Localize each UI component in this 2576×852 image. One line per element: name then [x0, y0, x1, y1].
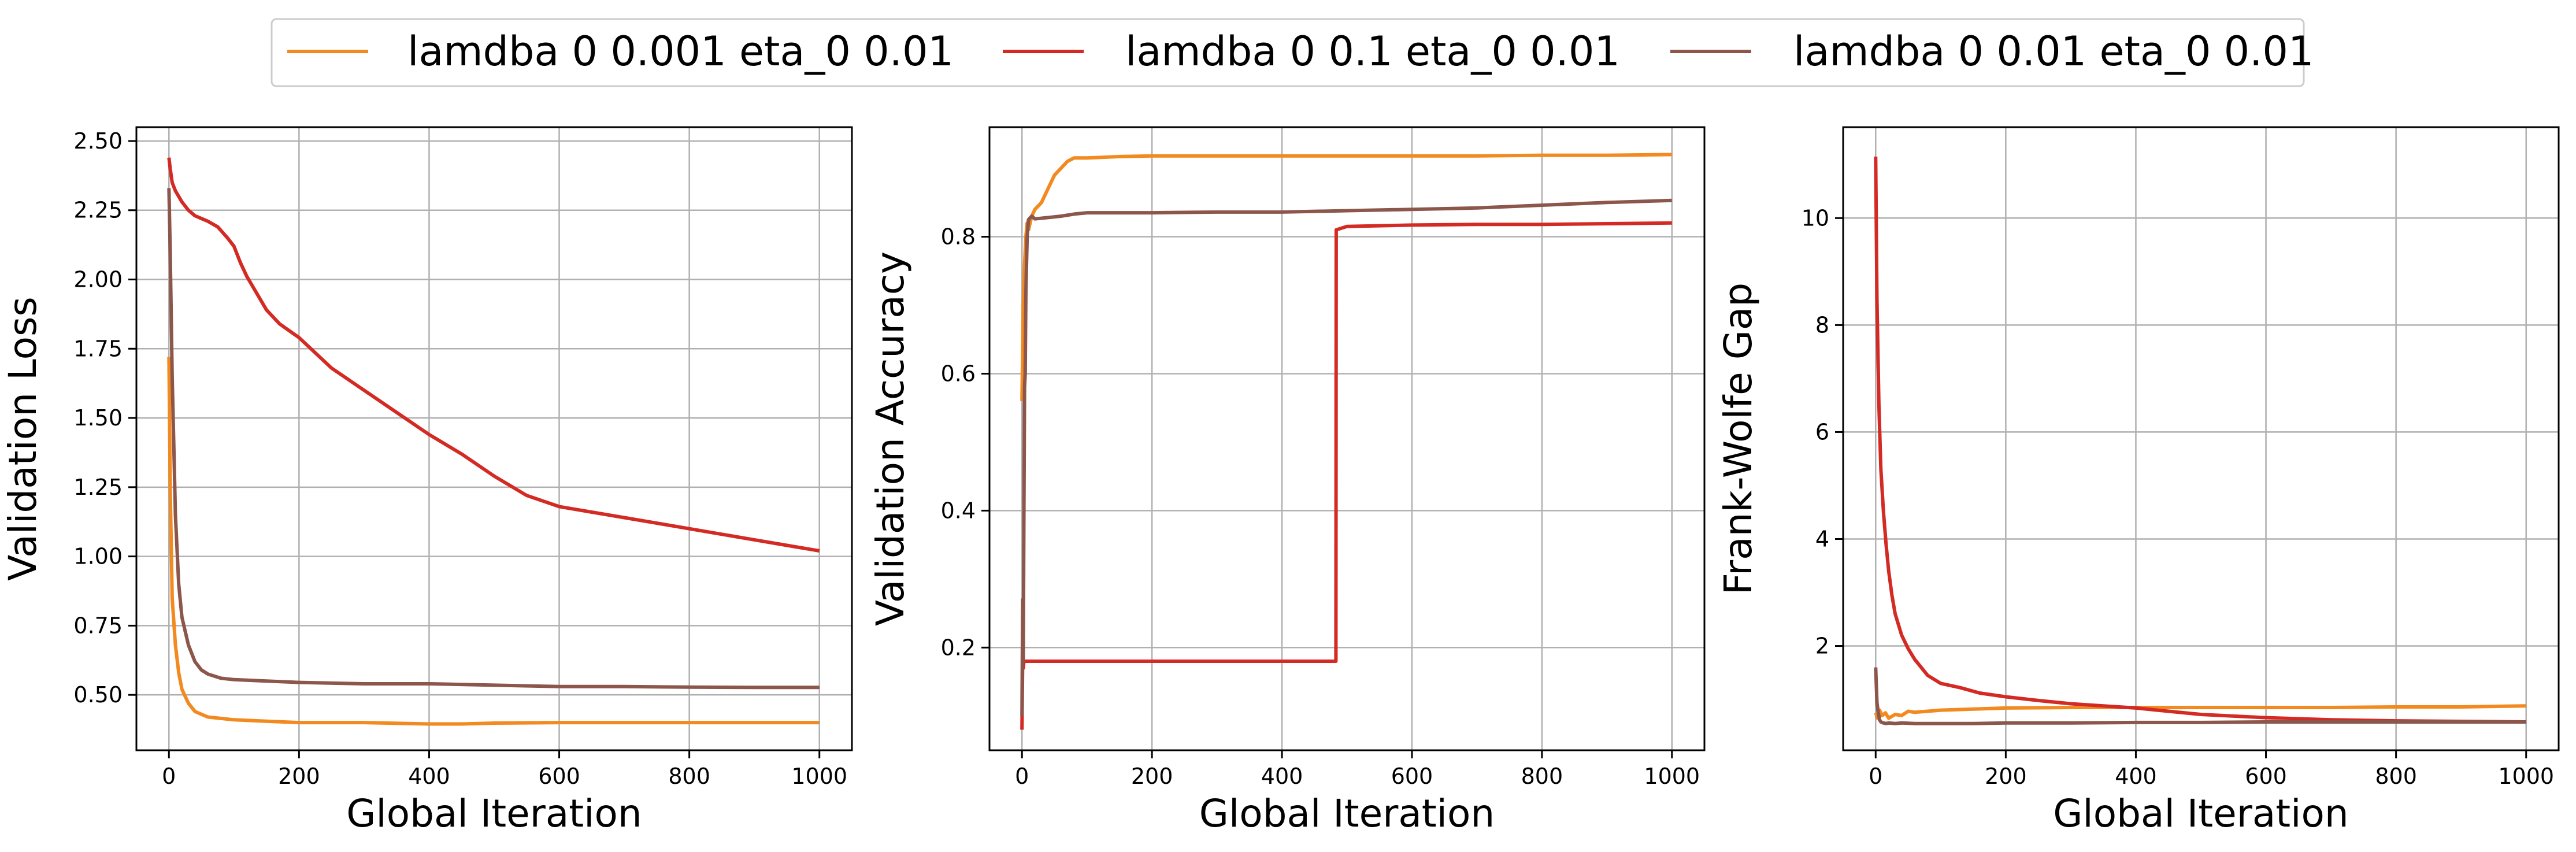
y-tick-label: 2.50	[73, 128, 123, 154]
x-tick-label: 1000	[2498, 764, 2554, 789]
x-tick-label: 600	[1391, 764, 1433, 789]
legend-entry: lamdba 0 0.01 eta_0 0.01	[1670, 28, 2314, 75]
legend-entry: lamdba 0 0.1 eta_0 0.01	[1003, 28, 1620, 75]
y-tick-label: 8	[1815, 312, 1829, 338]
legend-label: lamdba 0 0.01 eta_0 0.01	[1793, 28, 2314, 75]
x-tick-label: 600	[538, 764, 580, 789]
x-tick-label: 400	[1261, 764, 1303, 789]
series-line	[167, 157, 820, 553]
y-tick-label: 1.75	[73, 336, 123, 361]
x-tick-label: 1000	[1644, 764, 1700, 789]
y-axis-label: Validation Accuracy	[868, 251, 913, 626]
y-tick-label: 0.2	[941, 635, 976, 660]
legend-box	[270, 18, 2305, 87]
chart-panel: 0 200 400 600 800 1000 2 4 6 8 10 Global Iteration F…	[1716, 126, 2560, 836]
x-tick-label: 0	[1869, 764, 1882, 789]
x-tick-label: 600	[2245, 764, 2287, 789]
x-axis-label: Global Iteration	[346, 791, 642, 836]
y-tick-label: 0.8	[941, 224, 976, 250]
x-tick-label: 200	[1985, 764, 2027, 789]
axes-frame	[1842, 126, 2560, 751]
y-axis-label: Frank-Wolfe Gap	[1716, 283, 1760, 595]
legend-entry: lamdba 0 0.001 eta_0 0.01	[287, 28, 954, 75]
x-tick-label: 400	[408, 764, 450, 789]
y-tick-label: 0.75	[73, 613, 123, 638]
legend-label: lamdba 0 0.001 eta_0 0.01	[407, 28, 954, 75]
x-tick-label: 0	[1015, 764, 1029, 789]
axes-frame	[135, 126, 853, 751]
series-line	[1874, 704, 2526, 720]
series-line	[1874, 156, 2526, 724]
y-tick-label: 2.25	[73, 198, 123, 223]
x-tick-label: 200	[1131, 764, 1173, 789]
y-tick-label: 0.50	[73, 682, 123, 707]
chart-panel: 0 200 400 600 800 1000 0.50 0.75 1.00 1.25 1.50 1.7…	[1, 126, 853, 836]
x-tick-label: 1000	[791, 764, 847, 789]
y-tick-label: 2	[1815, 634, 1829, 659]
y-tick-label: 1.00	[73, 544, 123, 569]
y-tick-label: 1.25	[73, 475, 123, 500]
y-tick-label: 4	[1815, 526, 1829, 551]
x-axis-label: Global Iteration	[1199, 791, 1495, 836]
y-axis-label: Validation Loss	[1, 297, 45, 581]
y-tick-label: 10	[1802, 205, 1829, 231]
y-tick-label: 6	[1815, 419, 1829, 444]
chart-panel: 0 200 400 600 800 1000 0.2 0.4 0.6 0.8 Global Iter…	[868, 126, 1706, 836]
x-tick-label: 800	[2375, 764, 2417, 789]
legend-label: lamdba 0 0.1 eta_0 0.01	[1125, 28, 1620, 75]
series-line	[1020, 198, 1672, 716]
series-line	[167, 188, 820, 690]
x-tick-label: 400	[2115, 764, 2157, 789]
axes-frame	[988, 126, 1706, 751]
x-axis-label: Global Iteration	[2053, 791, 2348, 836]
y-tick-label: 0.6	[941, 361, 976, 386]
x-tick-label: 800	[1521, 764, 1563, 789]
legend: lamdba 0 0.001 eta_0 0.01 lamdba 0 0.1 e…	[270, 18, 2314, 87]
series-line	[1874, 667, 2526, 725]
series-line	[167, 357, 820, 726]
x-tick-label: 800	[668, 764, 710, 789]
x-tick-label: 200	[278, 764, 320, 789]
y-tick-label: 2.00	[73, 267, 123, 292]
x-tick-label: 0	[162, 764, 176, 789]
y-tick-label: 0.4	[941, 498, 976, 523]
y-tick-label: 1.50	[73, 405, 123, 431]
